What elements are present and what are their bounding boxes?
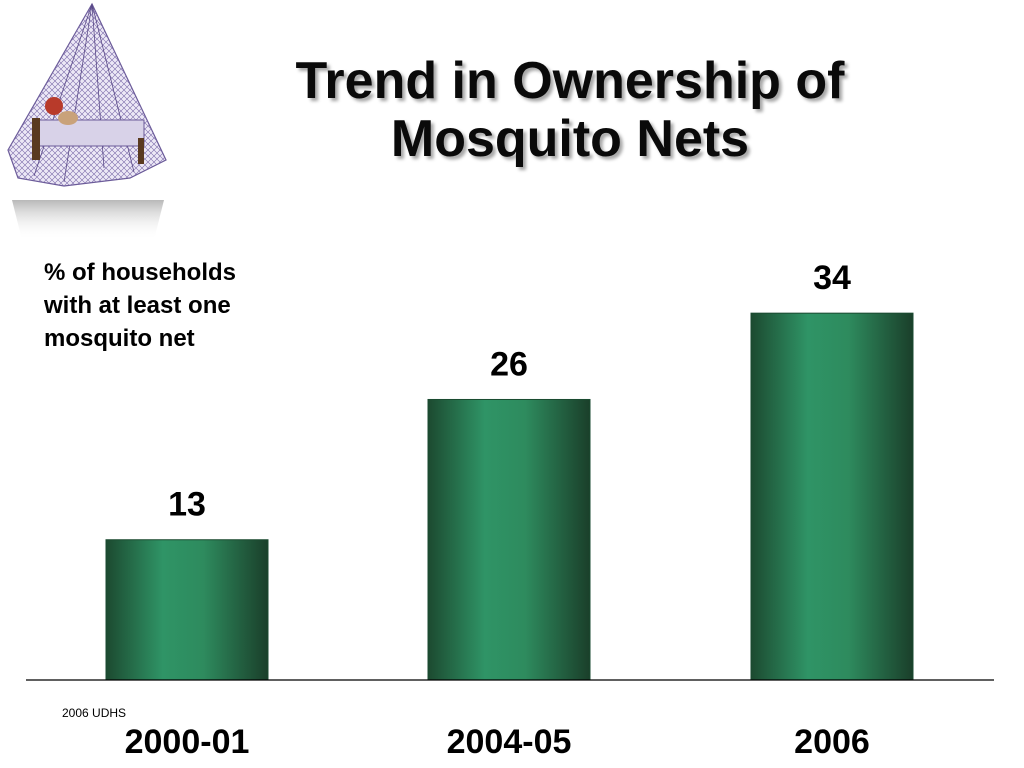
mosquito-net-illustration-icon <box>7 2 167 240</box>
bar-2006 <box>750 312 914 681</box>
data-label-2004-05: 26 <box>490 345 528 383</box>
x-tick-label-2006: 2006 <box>794 723 870 761</box>
x-tick-label-2004-05: 2004-05 <box>447 723 572 761</box>
bar-2000-01 <box>105 539 269 681</box>
y-axis-label: % of households with at least one mosqui… <box>44 259 236 352</box>
data-label-2006: 34 <box>813 259 851 297</box>
data-label-2000-01: 13 <box>168 486 206 524</box>
chart-title: Trend in Ownership of Mosquito Nets <box>295 52 845 168</box>
x-tick-label-2000-01: 2000-01 <box>125 723 250 761</box>
bar-2004-05 <box>427 398 591 681</box>
source-note: 2006 UDHS <box>62 706 127 720</box>
